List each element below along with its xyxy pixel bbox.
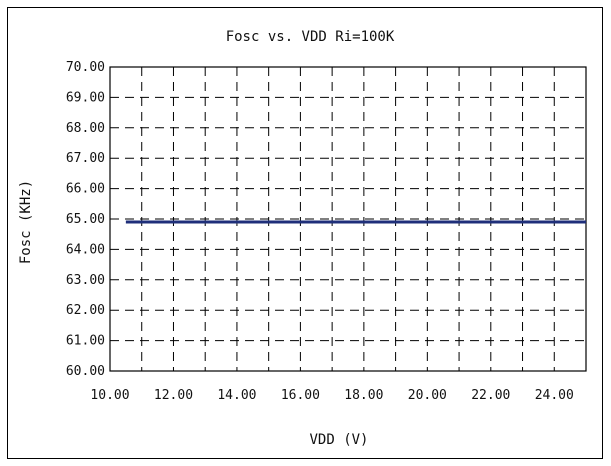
x-tick-label: 14.00 bbox=[217, 388, 256, 403]
y-tick-label: 70.00 bbox=[66, 60, 105, 75]
y-tick-label: 64.00 bbox=[66, 242, 105, 257]
x-axis-label: VDD (V) bbox=[309, 432, 368, 448]
y-tick-label: 66.00 bbox=[66, 182, 105, 197]
y-tick-label: 60.00 bbox=[66, 364, 105, 379]
x-tick-label: 18.00 bbox=[344, 388, 383, 403]
x-tick-label: 12.00 bbox=[154, 388, 193, 403]
grid-layer bbox=[110, 67, 586, 371]
plot-area bbox=[109, 66, 587, 372]
x-tick-label: 20.00 bbox=[408, 388, 447, 403]
y-tick-label: 62.00 bbox=[66, 303, 105, 318]
x-tick-label: 22.00 bbox=[471, 388, 510, 403]
y-tick-label: 67.00 bbox=[66, 151, 105, 166]
chart-frame bbox=[7, 7, 603, 459]
x-tick-label: 10.00 bbox=[90, 388, 129, 403]
x-tick-label: 16.00 bbox=[281, 388, 320, 403]
y-tick-labels: 60.00 61.00 62.00 63.00 64.00 65.00 66.00 67.00… bbox=[66, 60, 105, 379]
y-tick-label: 63.00 bbox=[66, 273, 105, 288]
y-tick-label: 65.00 bbox=[66, 212, 105, 227]
x-tick-labels: 10.00 12.00 14.00 16.00 18.00 20.00 22.00 24.00 bbox=[90, 388, 573, 403]
x-tick-label: 24.00 bbox=[535, 388, 574, 403]
chart-title: Fosc vs. VDD Ri=100K bbox=[226, 29, 395, 45]
y-tick-label: 68.00 bbox=[66, 121, 105, 136]
y-tick-label: 61.00 bbox=[66, 334, 105, 349]
y-tick-label: 69.00 bbox=[66, 90, 105, 105]
y-axis-label: Fosc (KHz) bbox=[18, 180, 34, 264]
